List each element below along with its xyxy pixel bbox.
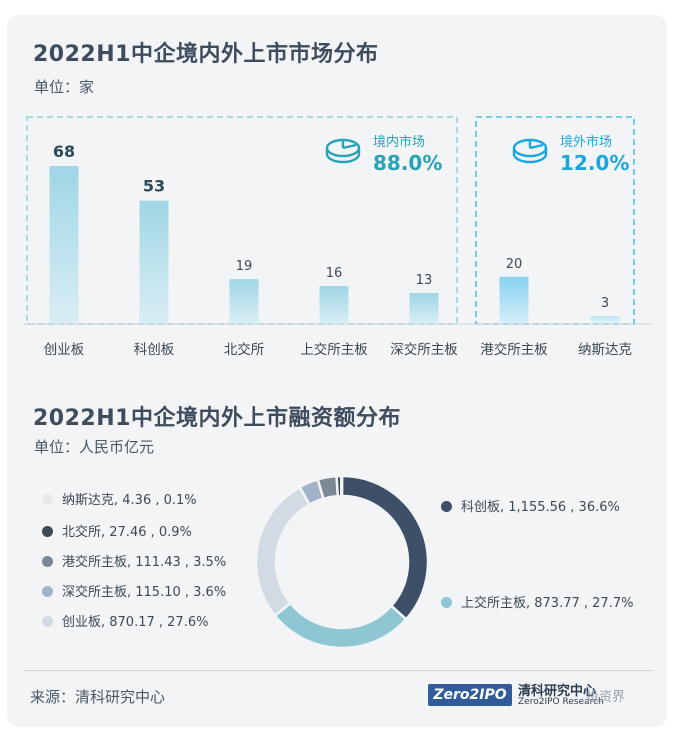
pie-chart-icon (512, 138, 548, 164)
legend-label: 创业板, 870.17 , 27.6% (62, 615, 209, 630)
bar-港交所主板 (499, 276, 529, 323)
legend-label: 科创板, 1,155.56 , 36.6% (461, 500, 620, 515)
donut-slice-上交所主板 (273, 601, 408, 650)
watermark: 投资界 (586, 690, 626, 705)
bar-上交所主板 (319, 286, 349, 323)
footer-divider (24, 670, 654, 671)
zero2ipo-logo: Zero2IPO (428, 684, 512, 706)
legend-swatch (441, 501, 452, 512)
bar-value-label: 13 (416, 273, 433, 288)
bar-value-label: 16 (326, 266, 343, 281)
legend-label: 深交所主板, 115.10 , 3.6% (62, 585, 227, 600)
bar-chart-unit: 单位：家 (34, 78, 95, 96)
pie-chart-icon (325, 138, 361, 164)
legend-swatch (42, 556, 53, 567)
legend-item-left: 创业板, 870.17 , 27.6% (42, 611, 208, 630)
bar-科创板 (139, 200, 169, 323)
legend-item-left: 纳斯达克, 4.36 , 0.1% (42, 489, 197, 508)
overseas-market-share: 12.0% (560, 151, 629, 175)
bar-value-label: 19 (236, 259, 253, 274)
legend-swatch (441, 597, 452, 608)
legend-item-right: 科创板, 1,155.56 , 36.6% (441, 496, 620, 515)
bar-北交所 (229, 279, 259, 323)
x-tick-label: 北交所 (224, 341, 265, 358)
bar-value-label: 68 (53, 142, 75, 161)
donut-chart-unit: 单位：人民币亿元 (34, 438, 155, 456)
legend-swatch (42, 586, 53, 597)
legend-swatch (42, 616, 53, 627)
legend-label: 上交所主板, 873.77 , 27.7% (461, 596, 634, 611)
overseas-market-name: 境外市场 (560, 134, 612, 150)
logo-cn-text: 清科研究中心 (518, 684, 597, 699)
legend-label: 港交所主板, 111.43 , 3.5% (62, 555, 227, 570)
x-tick-label: 纳斯达克 (578, 342, 632, 358)
x-tick-label: 创业板 (44, 342, 85, 358)
donut-chart-title: 2022H1中企境内外上市融资额分布 (33, 406, 401, 431)
donut-slice-创业板 (254, 485, 312, 618)
x-tick-label: 科创板 (134, 342, 175, 358)
domestic-market-name: 境内市场 (373, 134, 425, 150)
bar-value-label: 20 (506, 257, 523, 272)
x-tick-label: 上交所主板 (300, 341, 368, 358)
bar-value-label: 3 (601, 296, 609, 311)
donut-slice-科创板 (340, 474, 430, 622)
legend-item-left: 北交所, 27.46 , 0.9% (42, 521, 192, 540)
legend-item-right: 上交所主板, 873.77 , 27.7% (441, 592, 633, 611)
logo-en-text: Zero2IPO Research (518, 697, 604, 707)
infographic-card (7, 15, 667, 727)
legend-label: 纳斯达克, 4.36 , 0.1% (62, 493, 197, 508)
bar-深交所主板 (409, 292, 439, 323)
legend-swatch (42, 526, 53, 537)
donut-slice-纳斯达克 (339, 474, 344, 498)
legend-item-left: 深交所主板, 115.10 , 3.6% (42, 581, 226, 600)
source-note: 来源：清科研究中心 (30, 688, 166, 706)
bar-chart-title: 2022H1中企境内外上市市场分布 (33, 42, 379, 67)
legend-item-left: 港交所主板, 111.43 , 3.5% (42, 551, 226, 570)
domestic-market-share: 88.0% (373, 151, 442, 175)
legend-swatch (42, 494, 53, 505)
bar-纳斯达克 (590, 316, 620, 323)
bar-value-label: 53 (143, 177, 165, 196)
bar-创业板 (49, 166, 79, 323)
x-tick-label: 港交所主板 (480, 341, 548, 358)
x-tick-label: 深交所主板 (390, 341, 458, 358)
legend-label: 北交所, 27.46 , 0.9% (62, 525, 192, 540)
